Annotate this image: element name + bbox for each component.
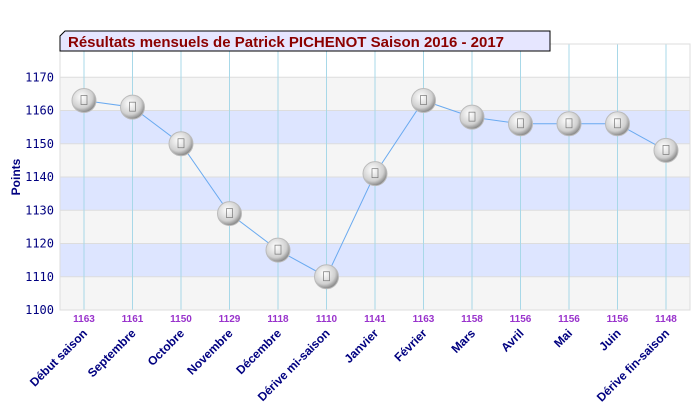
data-point[interactable] [508, 111, 533, 137]
y-tick-label: 1170 [25, 70, 54, 84]
value-label: 1161 [122, 314, 144, 325]
value-label: 1148 [655, 314, 677, 325]
marker-emblem-icon [662, 145, 670, 155]
marker-emblem-icon [226, 208, 233, 218]
value-label: 1110 [316, 314, 338, 325]
marker-emblem-icon [468, 111, 476, 122]
x-tick-label: Avril [498, 326, 526, 354]
value-label: 1156 [607, 314, 629, 325]
y-tick-label: 1140 [25, 170, 54, 184]
data-point[interactable] [556, 111, 582, 137]
data-point[interactable] [71, 88, 97, 114]
y-tick-label: 1130 [25, 203, 54, 217]
value-label: 1156 [558, 314, 580, 325]
marker-emblem-icon [614, 118, 621, 129]
marker-emblem-icon [323, 271, 330, 282]
data-point[interactable] [120, 94, 145, 120]
x-tick-label: Janvier [342, 326, 382, 366]
chart-title: Résultats mensuels de Patrick PICHENOT S… [68, 34, 504, 51]
y-tick-label: 1100 [25, 303, 54, 317]
marker-emblem-icon [517, 118, 524, 129]
y-tick-label: 1120 [25, 237, 54, 251]
x-tick-label: Février [391, 326, 429, 364]
marker-emblem-icon [420, 95, 427, 105]
y-tick-label: 1150 [25, 137, 54, 151]
marker-emblem-icon [129, 101, 136, 112]
x-tick-label: Début saison [27, 326, 90, 389]
data-point[interactable] [265, 237, 291, 263]
value-label: 1163 [413, 314, 435, 325]
x-tick-label: Décembre [233, 326, 284, 377]
data-point[interactable] [168, 131, 194, 157]
title-box [59, 30, 551, 52]
value-label: 1150 [170, 314, 192, 325]
value-label: 1163 [73, 314, 95, 325]
data-point[interactable] [653, 137, 679, 163]
marker-emblem-icon [565, 118, 573, 129]
x-tick-label: Octobre [145, 326, 188, 369]
marker-emblem-icon [177, 138, 185, 149]
marker-emblem-icon [371, 168, 379, 179]
x-tick-label: Septembre [85, 326, 139, 380]
data-point[interactable] [411, 88, 436, 114]
value-label: 1129 [219, 314, 241, 325]
value-label: 1156 [510, 314, 532, 325]
data-point[interactable] [605, 111, 630, 137]
data-point[interactable] [314, 264, 339, 290]
x-tick-label: Mars [448, 326, 478, 356]
value-label: 1118 [267, 314, 289, 325]
y-tick-label: 1160 [25, 104, 54, 118]
value-label: 1141 [364, 314, 386, 325]
y-axis-label: Points [9, 158, 23, 195]
x-tick-label: Mai [551, 326, 575, 350]
y-tick-label: 1110 [25, 270, 54, 284]
data-point[interactable] [362, 161, 388, 187]
marker-emblem-icon [80, 95, 88, 105]
x-tick-label: Juin [596, 326, 623, 353]
data-point[interactable] [459, 104, 485, 130]
x-tick-label: Novembre [184, 326, 236, 378]
marker-emblem-icon [274, 244, 282, 255]
data-point[interactable] [217, 201, 242, 227]
value-label: 1158 [461, 314, 483, 325]
